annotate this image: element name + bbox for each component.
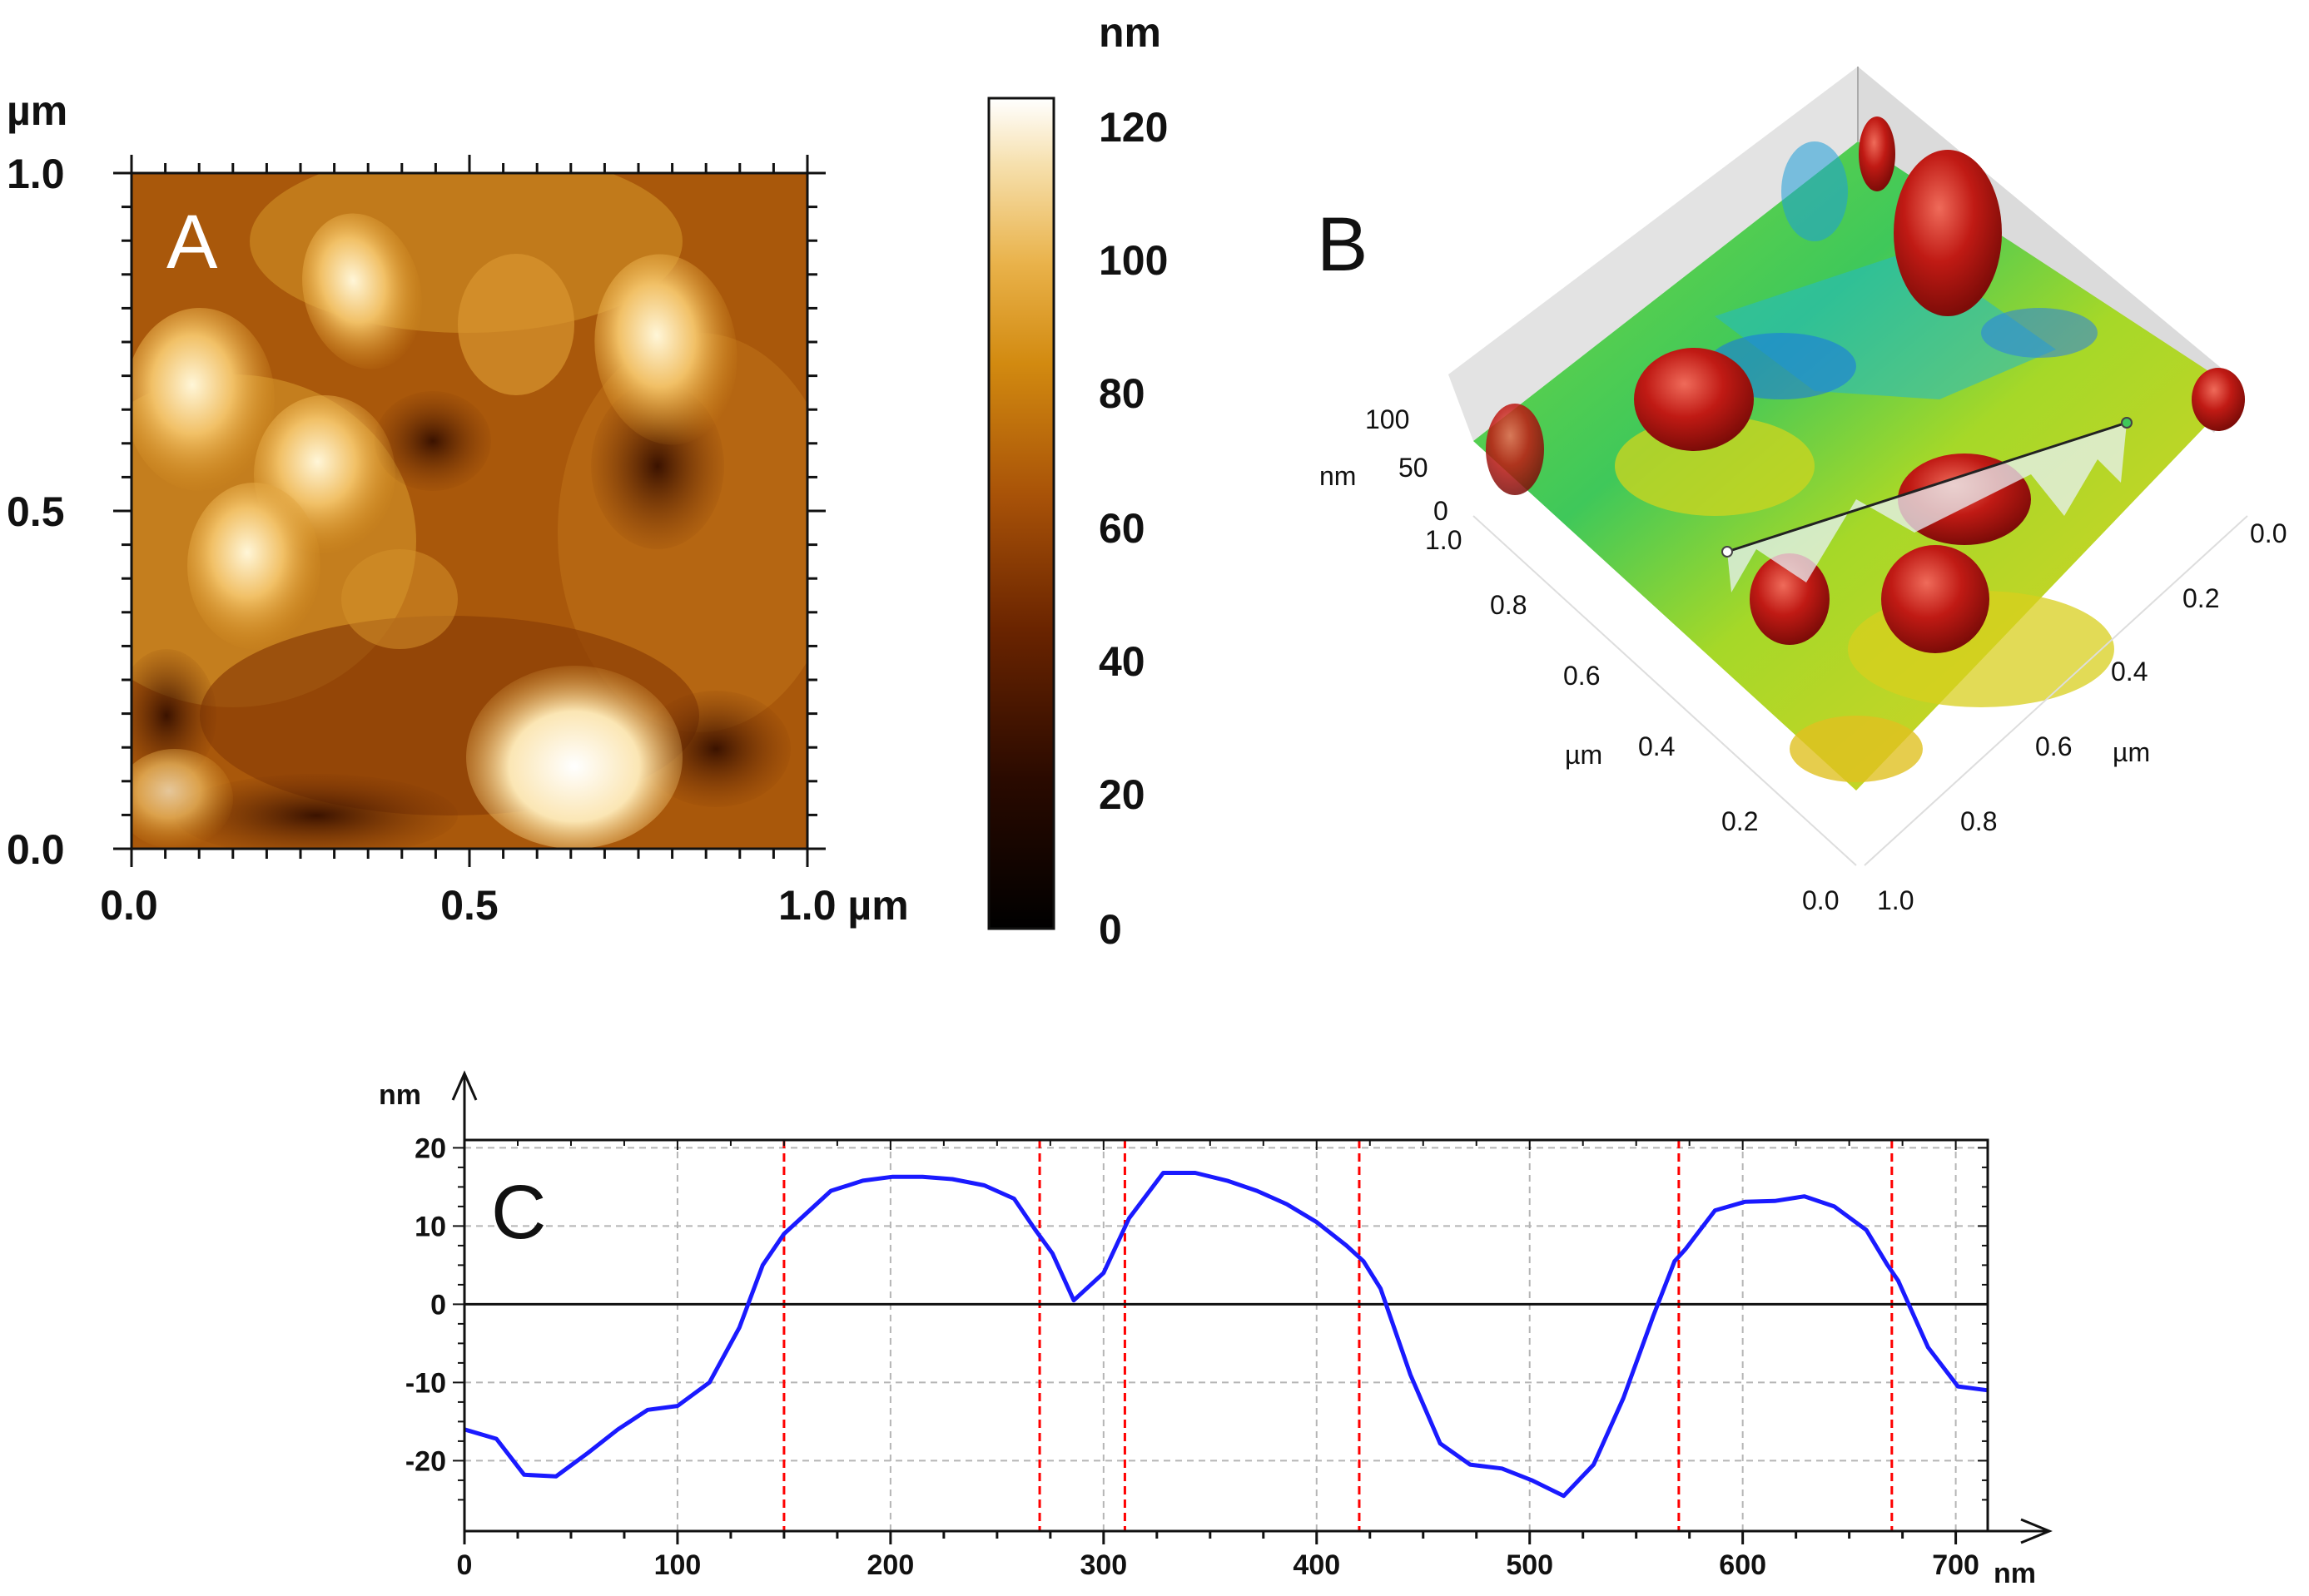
profile-y-tick: 0: [430, 1289, 446, 1321]
surface-peak-red: [1486, 404, 1544, 495]
heatmap-x-tick: 0.5: [440, 882, 499, 929]
profile-x-tick: 100: [654, 1549, 702, 1581]
profile-x-tick: 0: [457, 1549, 473, 1581]
profile-x-arrow-head: [2020, 1518, 2053, 1544]
colorbar-tick: 0: [1099, 906, 1122, 953]
surface-left-tick: 0.2: [1721, 806, 1758, 836]
surface-left-unit: µm: [1565, 740, 1602, 770]
surface-peak-red: [1894, 150, 2002, 316]
colorbar-tick: 60: [1099, 505, 1145, 552]
colorbar-tick: 20: [1099, 771, 1145, 818]
surface-left-axis-line: [1472, 515, 1857, 866]
panel-c: C nm nm 20 10 0 -10 -20 0 100 200 300 40…: [379, 1070, 2053, 1589]
surface-left-tick: 0.0: [1802, 885, 1839, 915]
panel-a-label: A: [166, 200, 218, 285]
surface-base-plane: [1473, 141, 2239, 791]
profile-x-tick: 400: [1293, 1549, 1340, 1581]
heatmap-y-tick: 0.0: [7, 826, 65, 873]
profile-x-label: nm: [1994, 1558, 2036, 1589]
profile-markers: [782, 1140, 1894, 1531]
heatmap-x-tick: 0.0: [100, 882, 158, 929]
profile-x-tick-labels: 0 100 200 300 400 500 600 700: [457, 1549, 1979, 1581]
surface-yellow-patch: [1790, 716, 1923, 782]
surface-right-tick: 0.4: [2111, 657, 2148, 686]
heatmap-x-unit: 1.0 µm: [778, 882, 909, 929]
surface-section-plane: [1727, 423, 2127, 592]
heatmap-y-tick: 0.5: [7, 488, 65, 535]
surface-left-tick: 0.6: [1563, 661, 1600, 691]
profile-x-tick: 500: [1506, 1549, 1553, 1581]
panel-c-label: C: [491, 1170, 546, 1255]
profile-x-tick: 700: [1932, 1549, 1979, 1581]
surface-peak-red: [2192, 368, 2245, 431]
profile-plot-frame: [463, 1138, 1989, 1533]
profile-series-line: [464, 1171, 1989, 1499]
colorbar-gradient: [987, 97, 1055, 930]
afm-height-map: [132, 173, 807, 849]
colorbar: nm 120 100 80 60 40 20 0: [987, 9, 1168, 953]
surface-right-unit: µm: [2113, 737, 2150, 767]
panel-b: B 100 50 0 nm 1.0 0.8 0.6 0.4 0.2 0.0 µm…: [1317, 67, 2287, 915]
surface-right-axis-line: [1864, 515, 2248, 866]
surface-z-tick: 50: [1398, 453, 1428, 483]
surface-section-line: [1726, 421, 2128, 553]
profile-y-tick: -20: [405, 1445, 446, 1477]
panel-a: A µm 1.0 0.5 0.0 0.0 0.5 1.0 µm: [7, 87, 909, 929]
surface-z-tick: 100: [1365, 404, 1409, 434]
heatmap-axis-ticks: [113, 155, 826, 867]
surface-blue-valley: [1781, 141, 1848, 241]
surface-right-tick: 0.2: [2182, 583, 2219, 613]
colorbar-tick: 100: [1099, 237, 1168, 284]
surface-left-tick: 0.4: [1638, 731, 1675, 761]
surface-section-start: [1721, 546, 1733, 558]
surface-right-tick: 0.0: [2250, 518, 2287, 548]
surface-peak-red: [1881, 545, 1989, 653]
surface-section-end: [2121, 417, 2133, 429]
colorbar-tick: 80: [1099, 370, 1145, 417]
surface-left-tick: 0.8: [1490, 590, 1527, 620]
colorbar-unit: nm: [1099, 9, 1161, 56]
surface-peak-red: [1634, 348, 1754, 451]
profile-y-tick-labels: 20 10 0 -10 -20: [405, 1133, 446, 1477]
profile-y-arrow-head: [451, 1070, 478, 1101]
surface-right-tick: 1.0: [1877, 885, 1914, 915]
profile-x-tick: 200: [867, 1549, 915, 1581]
surface-right-tick: 0.8: [1960, 806, 1997, 836]
profile-y-label: nm: [379, 1079, 421, 1111]
panel-b-label: B: [1317, 202, 1368, 287]
surface-peak-red: [1859, 116, 1895, 191]
surface-blue-valley: [1981, 308, 2098, 358]
surface-z-tick: 0: [1433, 496, 1448, 526]
surface-left-tick: 1.0: [1425, 525, 1462, 555]
surface-z-unit: nm: [1319, 461, 1356, 491]
profile-grid: [464, 1140, 1988, 1531]
profile-y-tick: 20: [415, 1133, 446, 1164]
colorbar-tick: 40: [1099, 638, 1145, 685]
profile-y-tick: 10: [415, 1211, 446, 1242]
profile-y-tick: -10: [405, 1367, 446, 1399]
heatmap-y-unit: µm: [7, 87, 67, 134]
profile-x-tick: 300: [1080, 1549, 1127, 1581]
surface-back-wall-left: [1448, 67, 1858, 441]
surface-right-tick: 0.6: [2035, 731, 2072, 761]
colorbar-tick: 120: [1099, 104, 1168, 151]
heatmap-y-tick: 1.0: [7, 151, 65, 197]
profile-x-tick: 600: [1719, 1549, 1766, 1581]
